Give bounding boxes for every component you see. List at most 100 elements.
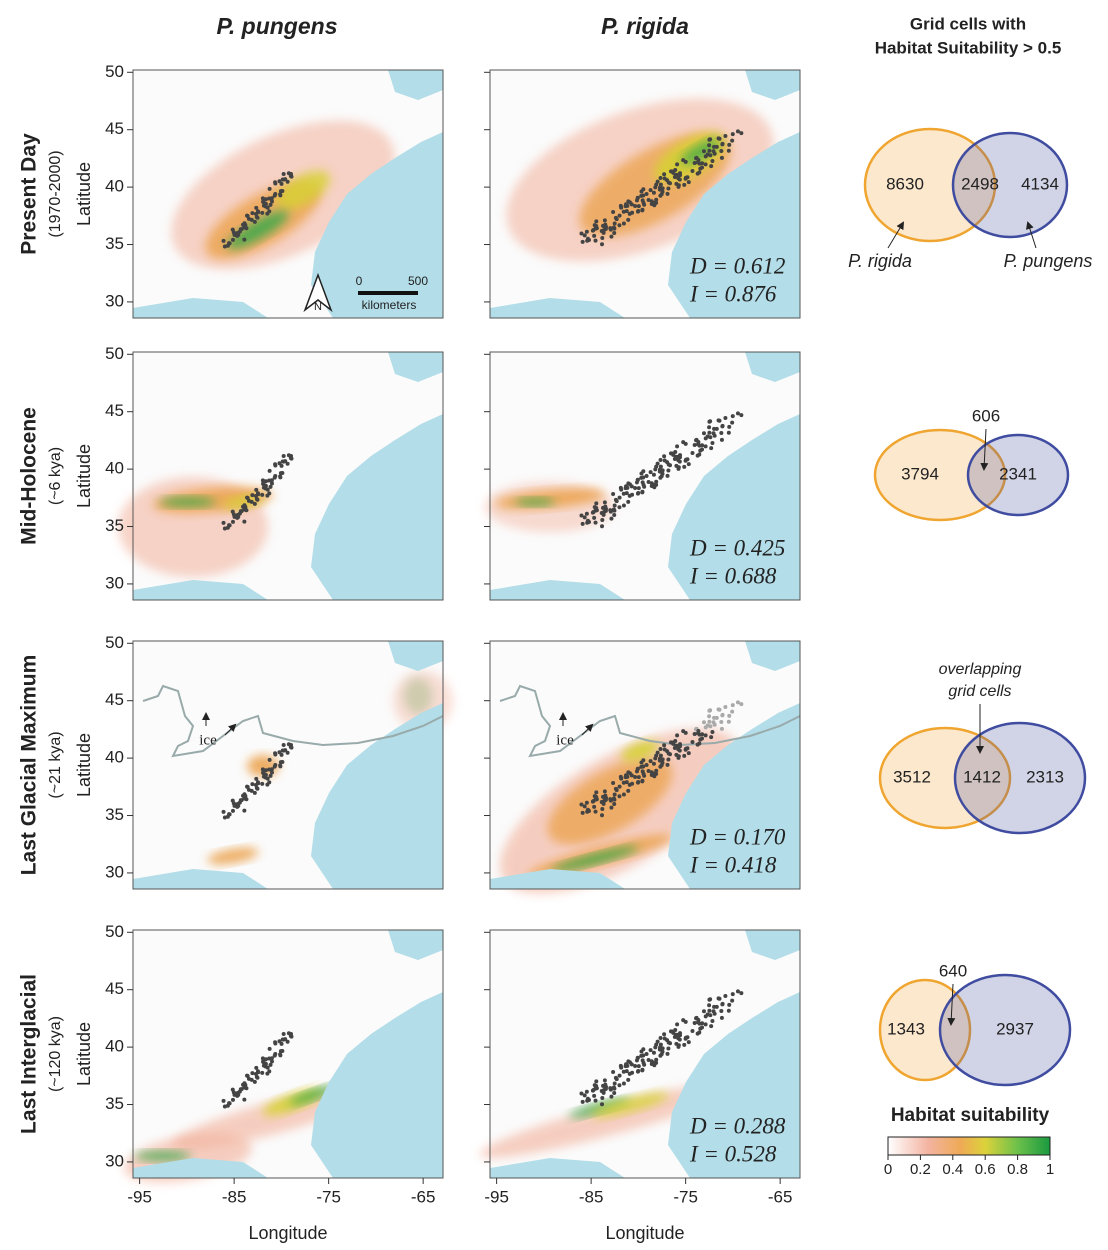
occurrence-point [619, 205, 624, 210]
occurrence-point [239, 509, 244, 514]
occurrence-point [602, 218, 607, 223]
ocean [745, 70, 800, 100]
occurrence-point [242, 221, 247, 226]
occurrence-point [288, 173, 293, 178]
occurrence-point [260, 781, 265, 786]
row-title: Mid-Holocene [18, 407, 41, 545]
y-axis-label: Latitude [74, 162, 94, 226]
occurrence-point [283, 459, 288, 464]
occurrence-point [678, 742, 683, 747]
occurrence-point [719, 1008, 724, 1013]
occurrence-point [668, 1041, 673, 1046]
occurrence-point [267, 478, 272, 483]
occurrence-point [222, 244, 227, 249]
occurrence-point [603, 508, 608, 513]
occurrence-point [654, 479, 659, 484]
occurrence-point [281, 454, 286, 459]
occurrence-point [260, 1070, 265, 1075]
occurrence-point [717, 418, 722, 423]
occurrence-point [273, 462, 278, 467]
occurrence-point [267, 196, 272, 201]
occurrence-point [730, 138, 735, 143]
occurrence-point [619, 1065, 624, 1070]
occurrence-point [285, 179, 290, 184]
x-tick-label: -85 [222, 1187, 247, 1206]
occurrence-point [719, 726, 724, 731]
occurrence-point [621, 1081, 626, 1086]
occurrence-point [239, 227, 244, 232]
occurrence-point [697, 170, 702, 175]
occurrence-point [585, 1096, 590, 1101]
y-axis-label: Latitude [74, 1022, 94, 1086]
occurrence-point [612, 231, 617, 236]
occurrence-point [602, 1078, 607, 1083]
occurrence-point [654, 197, 659, 202]
ice-label: ice [556, 732, 574, 748]
suitability-area [207, 847, 259, 865]
ocean [133, 869, 268, 889]
occurrence-point [719, 1015, 724, 1020]
occurrence-point [250, 782, 255, 787]
occurrence-point [267, 780, 272, 785]
colorbar-tick-label: 0.6 [975, 1161, 996, 1178]
occurrence-point [623, 775, 628, 780]
occurrence-point [636, 1064, 641, 1069]
occurrence-point [585, 807, 590, 812]
occurrence-point [612, 802, 617, 807]
occurrence-point [665, 473, 670, 478]
occurrence-point [236, 1092, 241, 1097]
occurrence-point [683, 1036, 688, 1041]
y-tick-label: 35 [105, 805, 124, 824]
occurrence-point [651, 472, 656, 477]
occurrence-point [686, 462, 691, 467]
occurrence-point [662, 1032, 667, 1037]
occurrence-point [256, 210, 261, 215]
occurrence-point [662, 172, 667, 177]
venn-count: 2937 [996, 1019, 1034, 1038]
occurrence-point [635, 491, 640, 496]
occurrence-point [584, 229, 589, 234]
occurrence-point [701, 720, 706, 725]
occurrence-point [624, 780, 629, 785]
occurrence-point [268, 1062, 273, 1067]
occurrence-point [580, 239, 585, 244]
occurrence-point [612, 503, 617, 508]
occurrence-point [582, 233, 587, 238]
occurrence-point [690, 451, 695, 456]
occurrence-point [641, 1047, 646, 1052]
occurrence-point [621, 491, 626, 496]
occurrence-point [600, 1095, 605, 1100]
callout-arrow [1026, 221, 1037, 249]
occurrence-point [260, 492, 265, 497]
callout-arrow [980, 428, 989, 471]
occurrence-point [703, 1014, 708, 1019]
occurrence-point [633, 1063, 638, 1068]
occurrence-point [708, 708, 713, 713]
ocean [311, 132, 443, 318]
occurrence-point [681, 440, 686, 445]
occurrence-point [660, 471, 665, 476]
occurrence-point [267, 186, 272, 191]
occurrence-point [612, 513, 617, 518]
occurrence-point [711, 149, 716, 154]
occurrence-point [676, 755, 681, 760]
occurrence-point [692, 1021, 697, 1026]
occurrence-point [654, 182, 659, 187]
occurrence-point [268, 773, 273, 778]
occurrence-point [690, 169, 695, 174]
occurrence-point [612, 508, 617, 513]
occurrence-point [703, 733, 708, 738]
occurrence-point [261, 770, 266, 775]
venn-note: overlapping [939, 661, 1022, 678]
ocean [388, 641, 443, 671]
occurrence-point [654, 753, 659, 758]
venn-header: Habitat Suitability > 0.5 [875, 38, 1062, 57]
occurrence-point [250, 493, 255, 498]
ocean [745, 641, 800, 671]
x-tick-label: -65 [768, 1187, 793, 1206]
occurrence-point [710, 440, 715, 445]
occurrence-point [231, 1090, 236, 1095]
occurrence-point [739, 413, 744, 418]
occurrence-point [698, 1026, 703, 1031]
occurrence-point [723, 134, 728, 139]
